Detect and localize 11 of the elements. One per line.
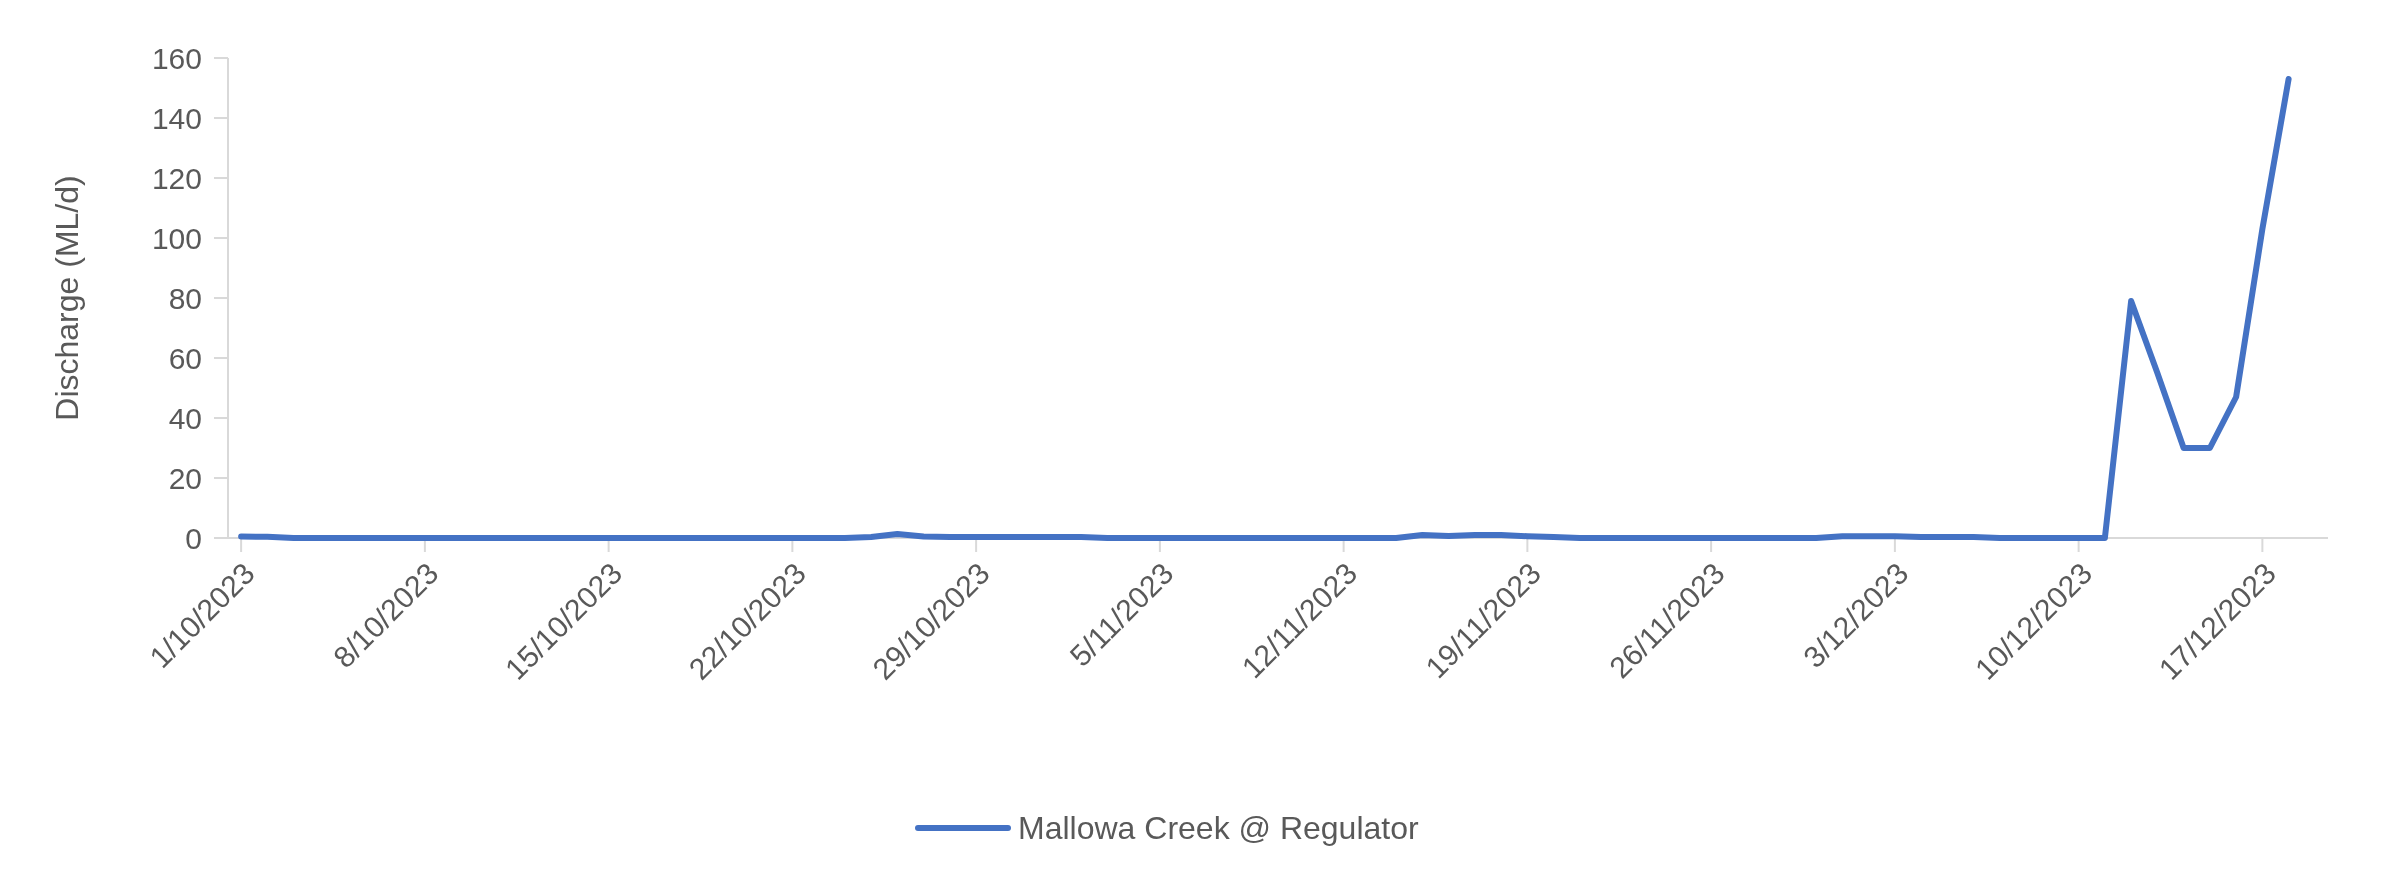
y-tick-label: 120	[151, 161, 202, 195]
y-tick-label: 100	[151, 221, 202, 255]
y-tick-label: 40	[168, 401, 202, 435]
y-tick-label: 0	[185, 521, 202, 555]
y-tick-label: 140	[151, 101, 202, 135]
y-tick-label: 80	[168, 281, 202, 315]
legend-label: Mallowa Creek @ Regulator	[1018, 810, 1419, 847]
y-axis-title: Discharge (ML/d)	[49, 175, 85, 421]
y-tick-label: 160	[151, 41, 202, 75]
y-tick-label: 60	[168, 341, 202, 375]
y-tick-label: 20	[168, 461, 202, 495]
